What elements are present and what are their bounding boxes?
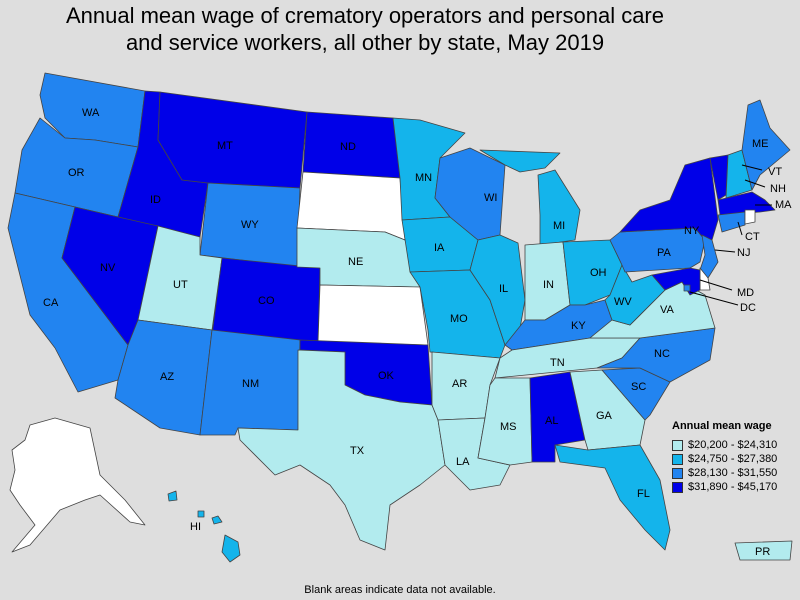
label-NC: NC — [654, 348, 670, 360]
label-TN: TN — [550, 357, 565, 369]
label-WY: WY — [241, 219, 259, 231]
label-NJ: NJ — [737, 247, 750, 259]
state-MI[interactable] — [479, 149, 581, 246]
label-AR: AR — [452, 378, 467, 390]
label-KY: KY — [571, 320, 586, 332]
label-HI: HI — [190, 521, 201, 533]
label-MD: MD — [737, 287, 754, 299]
label-UT: UT — [173, 279, 188, 291]
legend-label-3: $28,130 - $31,550 — [688, 467, 778, 479]
label-PA: PA — [657, 247, 672, 259]
state-FL[interactable] — [554, 444, 671, 551]
legend-item-3: $28,130 - $31,550 — [672, 466, 777, 480]
legend-title: Annual mean wage — [672, 420, 772, 432]
label-ND: ND — [340, 141, 356, 153]
legend-swatch-2 — [672, 453, 683, 465]
state-CT[interactable] — [717, 211, 746, 233]
legend-item-2: $24,750 - $27,380 — [672, 452, 777, 466]
legend-label-4: $31,890 - $45,170 — [688, 481, 778, 493]
label-MN: MN — [415, 172, 432, 184]
label-ME: ME — [752, 138, 769, 150]
label-AL: AL — [545, 415, 558, 427]
label-CO: CO — [258, 295, 275, 307]
label-GA: GA — [596, 410, 613, 422]
legend: Annual mean wage $20,200 - $24,310 $24,7… — [672, 420, 777, 494]
label-MS: MS — [500, 421, 517, 433]
label-OH: OH — [590, 267, 607, 279]
label-IA: IA — [434, 242, 445, 254]
label-IL: IL — [499, 283, 508, 295]
label-MT: MT — [217, 140, 233, 152]
state-NY[interactable] — [619, 157, 719, 241]
state-PR[interactable] — [734, 540, 793, 561]
label-OK: OK — [378, 370, 395, 382]
legend-item-4: $31,890 - $45,170 — [672, 480, 777, 494]
label-CT: CT — [745, 231, 760, 243]
label-IN: IN — [543, 279, 554, 291]
state-HI[interactable] — [167, 490, 241, 563]
label-NE: NE — [348, 256, 363, 268]
label-PR: PR — [755, 546, 770, 558]
title-line-1: Annual mean wage of crematory operators … — [65, 3, 664, 28]
legend-swatch-4 — [672, 481, 683, 493]
label-LA: LA — [456, 456, 470, 468]
label-TX: TX — [350, 445, 365, 457]
label-NY: NY — [684, 225, 700, 237]
legend-label-2: $24,750 - $27,380 — [688, 453, 778, 465]
label-VA: VA — [660, 304, 675, 316]
label-WA: WA — [82, 107, 100, 119]
label-NM: NM — [242, 378, 259, 390]
label-OR: OR — [68, 167, 85, 179]
legend-item-1: $20,200 - $24,310 — [672, 438, 777, 452]
label-WI: WI — [484, 192, 497, 204]
state-labels: WA OR CA ID NV MT WY UT CO AZ NM ND NE O… — [43, 107, 792, 558]
state-KS[interactable] — [317, 284, 429, 346]
label-MO: MO — [450, 313, 468, 325]
label-VT: VT — [768, 166, 782, 178]
label-FL: FL — [637, 488, 650, 500]
label-SC: SC — [631, 381, 646, 393]
label-MI: MI — [553, 220, 565, 232]
map-title: Annual mean wage of crematory operators … — [0, 2, 730, 56]
legend-swatch-3 — [672, 467, 683, 479]
state-TX[interactable] — [237, 349, 446, 551]
label-CA: CA — [43, 297, 59, 309]
leader-lines — [689, 164, 772, 306]
label-AZ: AZ — [160, 371, 174, 383]
label-DC: DC — [740, 302, 756, 314]
legend-label-1: $20,200 - $24,310 — [688, 439, 778, 451]
label-WV: WV — [614, 296, 632, 308]
legend-swatch-1 — [672, 439, 683, 451]
label-ID: ID — [150, 194, 161, 206]
label-NH: NH — [770, 183, 786, 195]
footnote: Blank areas indicate data not available. — [304, 584, 496, 596]
title-line-2: and service workers, all other by state,… — [125, 30, 605, 55]
state-NC[interactable] — [596, 327, 716, 383]
label-MA: MA — [775, 199, 792, 211]
state-DC[interactable] — [683, 284, 691, 292]
label-NV: NV — [100, 262, 116, 274]
state-RI[interactable] — [744, 209, 756, 225]
state-AK[interactable] — [9, 417, 146, 553]
